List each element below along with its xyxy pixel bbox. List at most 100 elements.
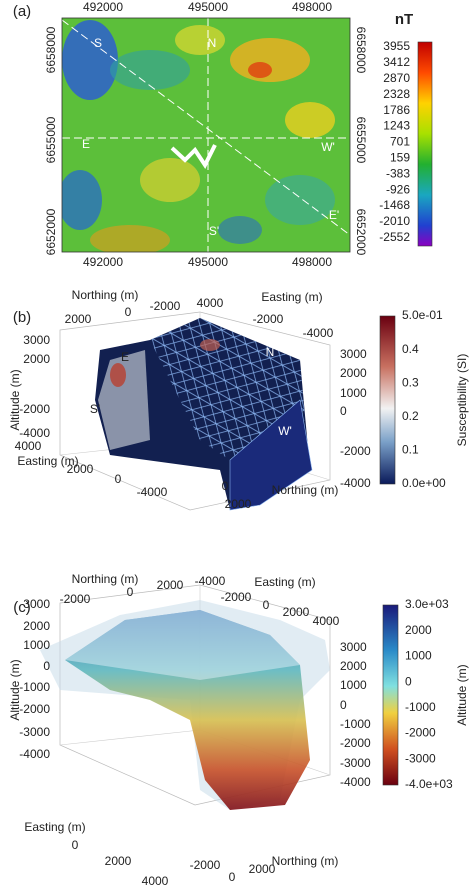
tick-label: 4000 (313, 614, 340, 628)
tick-label: -3000 (19, 725, 50, 739)
x-tick-label: 492000 (83, 0, 123, 14)
annotation: W' (278, 424, 292, 438)
colorbar-tick-label: 1786 (383, 103, 410, 117)
x-tick-label: 495000 (188, 255, 228, 269)
tick-label: 0 (72, 838, 79, 852)
annotation: S (94, 36, 102, 50)
colorbar-tick-label: 2328 (383, 87, 410, 101)
tick-label: -3000 (340, 756, 371, 770)
axis-title: Easting (m) (261, 290, 322, 304)
tick-label: 1000 (340, 386, 367, 400)
colorbar-tick-label: 1000 (405, 649, 432, 663)
x-tick-label: 495000 (188, 0, 228, 14)
tick-label: 0 (115, 472, 122, 486)
tick-label: 1000 (23, 638, 50, 652)
model-c (40, 584, 331, 810)
model-b (59, 311, 331, 511)
x-tick-label: 498000 (292, 255, 332, 269)
colorbar (417, 41, 433, 247)
tick-label: -4000 (340, 775, 371, 789)
annotation: N (266, 345, 275, 359)
colorbar (379, 315, 396, 485)
panel-label: (a) (13, 3, 31, 20)
colorbar-tick-label: 701 (390, 135, 410, 149)
tick-label: 2000 (225, 497, 252, 511)
tick-label: 4000 (197, 296, 224, 310)
colorbar-tick-label: -2552 (379, 230, 410, 244)
axis-title: Northing (m) (272, 854, 339, 868)
tick-label: 0 (340, 404, 347, 418)
annotation: N (208, 36, 217, 50)
axis-title: Northing (m) (72, 288, 139, 302)
tick-label: 2000 (340, 659, 367, 673)
panel-label: (b) (13, 309, 31, 326)
tick-label: 2000 (67, 462, 94, 476)
tick-label: -2000 (221, 590, 252, 604)
tick-label: -1000 (340, 717, 371, 731)
colorbar-tick-label: -2010 (379, 214, 410, 228)
colorbar-title: Altitude (m) (455, 664, 469, 725)
tick-label: -4000 (303, 326, 334, 340)
colorbar-title: Susceptibility (SI) (455, 354, 469, 447)
y-tick-label: 6652000 (354, 209, 368, 256)
tick-label: -4000 (195, 574, 226, 588)
tick-label: 2000 (283, 605, 310, 619)
panel-label: (c) (13, 599, 31, 616)
colorbar-tick-label: 5.0e-01 (402, 308, 443, 322)
annotation: S' (209, 224, 219, 238)
tick-label: 2000 (340, 366, 367, 380)
tick-label: 2000 (23, 352, 50, 366)
tick-label: 0 (222, 479, 229, 493)
axis-title: Northing (m) (72, 572, 139, 586)
tick-label: 3000 (340, 347, 367, 361)
colorbar-tick-label: -383 (386, 166, 410, 180)
tick-label: 0 (340, 698, 347, 712)
colorbar-tick-label: -4.0e+03 (405, 777, 453, 791)
x-tick-label: 492000 (83, 255, 123, 269)
annotation: E (82, 137, 90, 151)
tick-label: 0 (43, 659, 50, 673)
tick-label: 1000 (340, 678, 367, 692)
axis-title: Easting (m) (254, 575, 315, 589)
tick-label: -2000 (19, 402, 50, 416)
y-tick-label: 6655000 (354, 117, 368, 164)
tick-label: 0 (125, 305, 132, 319)
colorbar-tick-label: 0.3 (402, 375, 419, 389)
tick-label: -2000 (190, 858, 221, 872)
x-tick-label: 498000 (292, 0, 332, 14)
y-tick-label: 6658000 (354, 27, 368, 74)
colorbar-tick-label: -2000 (405, 726, 436, 740)
colorbar-tick-label: 0.2 (402, 409, 419, 423)
tick-label: -4000 (19, 747, 50, 761)
colorbar-tick-label: 3.0e+03 (405, 597, 449, 611)
axis-title: Altitude (m) (8, 369, 22, 430)
annotation: S' (90, 402, 100, 416)
tick-label: -4000 (19, 426, 50, 440)
colorbar-tick-label: -1000 (405, 700, 436, 714)
colorbar (382, 604, 399, 786)
colorbar-tick-label: -3000 (405, 751, 436, 765)
axis-title: Easting (m) (24, 820, 85, 834)
colorbar-tick-label: 2870 (383, 71, 410, 85)
axis-title: Easting (m) (17, 454, 78, 468)
axis-title: Altitude (m) (8, 659, 22, 720)
tick-label: 2000 (105, 854, 132, 868)
magnetic-map (62, 18, 350, 252)
tick-label: 4000 (15, 439, 42, 453)
colorbar-tick-label: 0.0e+00 (402, 476, 446, 490)
annotation: E (121, 350, 129, 364)
tick-label: 4000 (142, 874, 169, 888)
colorbar-tick-label: 159 (390, 150, 410, 164)
colorbar-tick-label: 0.4 (402, 342, 419, 356)
tick-label: 3000 (23, 597, 50, 611)
map-frame (61, 17, 351, 253)
colorbar-tick-label: 3955 (383, 39, 410, 53)
tick-label: 2000 (157, 578, 184, 592)
tick-label: -2000 (150, 299, 181, 313)
tick-label: -2000 (19, 702, 50, 716)
tick-label: -2000 (340, 444, 371, 458)
colorbar-tick-label: -1468 (379, 198, 410, 212)
colorbar-title: nT (395, 11, 413, 28)
axis-title: Northing (m) (272, 483, 339, 497)
